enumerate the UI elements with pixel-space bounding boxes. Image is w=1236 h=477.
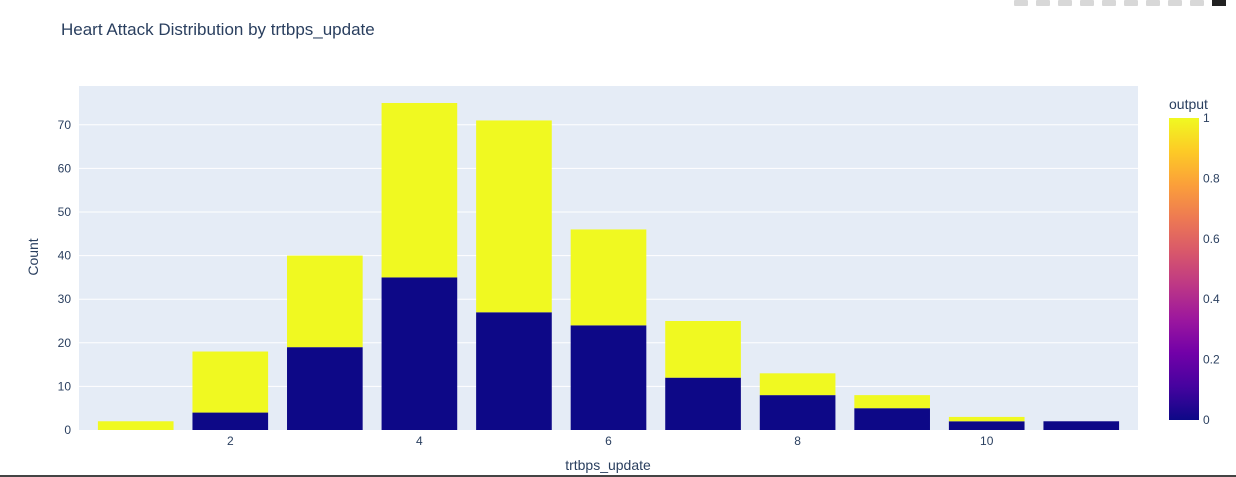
bar-output-0 [476, 312, 552, 430]
colorbar-tick-label: 0.4 [1203, 292, 1220, 306]
bar-output-0 [948, 421, 1025, 430]
reset-axes-icon[interactable] [1190, 0, 1204, 6]
y-tick-label: 60 [58, 161, 72, 175]
bar-output-1 [570, 229, 647, 326]
box-select-icon[interactable] [1080, 0, 1094, 6]
y-tick-label: 0 [64, 423, 71, 437]
bar-output-0 [381, 277, 458, 430]
autoscale-icon[interactable] [1168, 0, 1182, 6]
colorbar-title: output [1169, 96, 1208, 112]
bar-output-1 [192, 351, 269, 413]
bar-output-1 [97, 421, 174, 430]
y-tick-label: 40 [58, 249, 72, 263]
y-axis-label: Count [25, 238, 41, 275]
bar-output-0 [570, 325, 647, 430]
bar-output-0 [287, 347, 363, 430]
bar-output-1 [665, 321, 741, 378]
x-tick-label: 4 [416, 434, 423, 448]
bar-output-1 [948, 416, 1025, 422]
bar-output-1 [854, 395, 930, 409]
zoom-in-icon[interactable] [1124, 0, 1138, 6]
zoom-icon[interactable] [1036, 0, 1050, 6]
colorbar-tick-label: 0.8 [1203, 171, 1220, 185]
plotly-logo-icon[interactable] [1212, 0, 1226, 6]
y-tick-label: 20 [58, 336, 72, 350]
camera-icon[interactable] [1014, 0, 1028, 6]
x-tick-label: 10 [980, 434, 994, 448]
pan-icon[interactable] [1058, 0, 1072, 6]
zoom-out-icon[interactable] [1146, 0, 1160, 6]
x-tick-label: 8 [794, 434, 801, 448]
colorbar [1169, 118, 1199, 420]
bar-output-0 [665, 377, 741, 430]
colorbar-tick-label: 1 [1203, 111, 1210, 125]
bottom-divider [0, 475, 1236, 477]
x-axis-label: trtbps_update [565, 457, 651, 473]
x-tick-label: 6 [605, 434, 612, 448]
colorbar-tick-label: 0 [1203, 413, 1210, 427]
x-tick-label: 2 [227, 434, 234, 448]
y-tick-labels: 0 10 20 30 40 50 60 70 [58, 118, 72, 437]
y-tick-label: 10 [58, 379, 72, 393]
bars [97, 103, 1120, 430]
bar-output-1 [381, 103, 458, 278]
y-tick-label: 50 [58, 205, 72, 219]
colorbar-tick-label: 0.2 [1203, 353, 1220, 367]
bar-output-1 [759, 373, 836, 396]
colorbar-tick-labels: 0 0.2 0.4 0.6 0.8 1 [1203, 111, 1220, 427]
bar-output-1 [287, 255, 363, 348]
y-tick-label: 70 [58, 118, 72, 132]
y-tick-label: 30 [58, 292, 72, 306]
bar-output-0 [854, 408, 930, 430]
bar-output-0 [1043, 421, 1120, 430]
lasso-icon[interactable] [1102, 0, 1116, 6]
x-tick-labels: 2 4 6 8 10 [227, 434, 994, 448]
colorbar-tick-label: 0.6 [1203, 232, 1220, 246]
bar-output-0 [759, 395, 836, 430]
chart-title: Heart Attack Distribution by trtbps_upda… [61, 20, 375, 39]
modebar [1014, 0, 1226, 8]
bar-output-0 [192, 412, 269, 430]
bar-output-1 [476, 120, 552, 313]
